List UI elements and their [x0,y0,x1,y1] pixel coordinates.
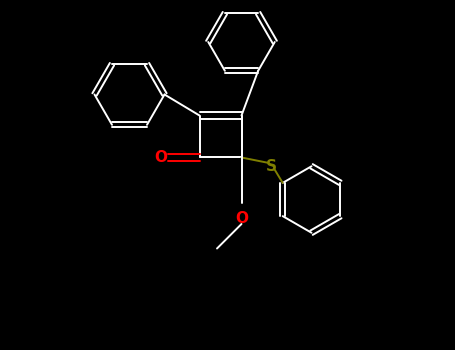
Text: O: O [154,150,167,165]
Text: O: O [235,211,248,226]
Text: S: S [266,159,277,174]
